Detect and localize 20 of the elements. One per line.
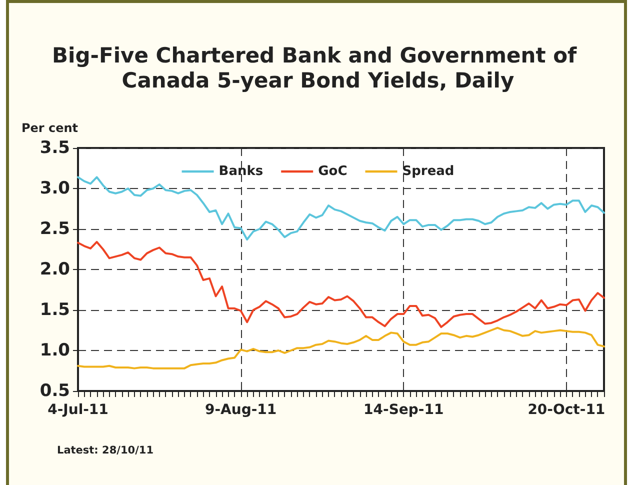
x-tick-label: 9-Aug-11 <box>204 402 277 418</box>
line-series <box>77 326 605 370</box>
y-tick-label: 3.5 <box>40 138 70 158</box>
x-tick-label: 14-Sep-11 <box>364 402 444 418</box>
legend-label: Spread <box>402 164 454 179</box>
y-tick-label: 1.0 <box>40 340 70 360</box>
y-tick-label: 3.0 <box>40 178 70 198</box>
x-tick-label: 4-Jul-11 <box>48 402 108 418</box>
y-axis-title: Per cent <box>21 121 78 135</box>
legend-label: GoC <box>318 164 348 179</box>
x-tick-label: 20-Oct-11 <box>528 402 606 418</box>
line-series <box>77 176 605 241</box>
line-series <box>77 240 605 328</box>
legend-label: Banks <box>218 164 264 179</box>
y-tick-label: 1.5 <box>40 300 70 320</box>
y-tick-label: 0.5 <box>40 381 70 401</box>
text: Latest: 28/10/11 <box>57 444 154 456</box>
y-tick-label: 2.5 <box>40 219 70 239</box>
y-tick-label: 2.0 <box>40 260 70 280</box>
chart-title: Big-Five Chartered Bank and Government of Canada 5-year Bond Yields, Daily <box>52 44 584 92</box>
